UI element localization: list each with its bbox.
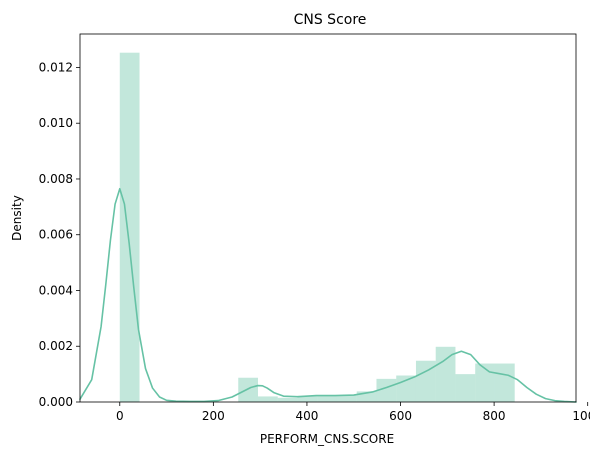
y-tick-label: 0.010: [39, 116, 73, 130]
x-tick-label: 0: [116, 409, 124, 423]
histogram-bar: [238, 377, 258, 402]
kde-line: [79, 187, 577, 403]
y-tick-label: 0.012: [39, 60, 73, 74]
histogram-bar: [455, 374, 476, 402]
y-tick-label: 0.008: [39, 172, 73, 186]
x-tick-label: 600: [389, 409, 412, 423]
y-axis-label: Density: [10, 195, 24, 241]
histogram-bar: [317, 395, 337, 402]
y-tick-label: 0.004: [39, 283, 73, 297]
histogram-bar: [336, 395, 357, 402]
histogram-bars: [119, 52, 515, 403]
histogram-bar: [119, 52, 140, 403]
plot-frame: [79, 33, 577, 403]
histogram-bar: [475, 363, 495, 402]
axes: 0 200 400 600 800 1000 0.000 0.002 0.004 0.006 0.0…: [39, 33, 590, 423]
histogram-bar: [376, 378, 397, 402]
histogram-bar: [494, 363, 515, 402]
x-tick-label: 400: [295, 409, 318, 423]
kde-curve: [79, 187, 577, 403]
x-tick-label: 800: [483, 409, 506, 423]
histogram-bar: [297, 395, 318, 402]
y-tick-label: 0.002: [39, 339, 73, 353]
histogram-bar: [257, 396, 278, 402]
histogram-bar: [277, 397, 298, 402]
x-axis-label: PERFORM_CNS.SCORE: [260, 432, 394, 446]
x-tick-label: 1000: [572, 409, 590, 423]
x-tick-label: 200: [202, 409, 225, 423]
histogram-bar: [356, 391, 377, 402]
histogram-bar: [435, 346, 456, 402]
y-tick-label: 0.000: [39, 395, 73, 409]
histogram-bar: [415, 360, 436, 402]
y-tick-label: 0.006: [39, 228, 73, 242]
chart-title: CNS Score: [294, 12, 367, 28]
